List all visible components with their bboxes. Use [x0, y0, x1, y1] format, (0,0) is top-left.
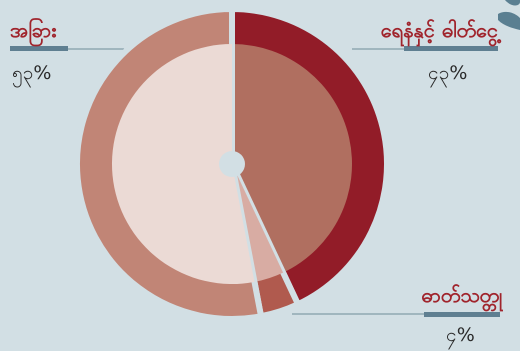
slice-value-minerals: ၄%: [446, 324, 475, 346]
slice-value-oil-gas: ၄၃%: [428, 62, 468, 84]
slice-label-other: အခြား: [10, 18, 57, 42]
decorative-blob: [498, 0, 520, 30]
slice-label-oil-gas: ရေနံနှင့် ဓါတ်ငွေ့: [380, 18, 498, 42]
label-bar-other: [10, 46, 68, 51]
label-bar-minerals: [424, 312, 500, 317]
slice-inner-0: [232, 44, 352, 273]
slice-inner-1: [232, 164, 284, 282]
center-dot: [219, 151, 245, 177]
slice-inner-2: [111, 44, 255, 284]
slice-label-minerals: ဓာတ်သတ္တု: [421, 283, 502, 307]
label-bar-oil-gas: [404, 46, 498, 51]
slices: [74, 6, 390, 322]
slice-value-other: ၅၃%: [12, 62, 52, 84]
